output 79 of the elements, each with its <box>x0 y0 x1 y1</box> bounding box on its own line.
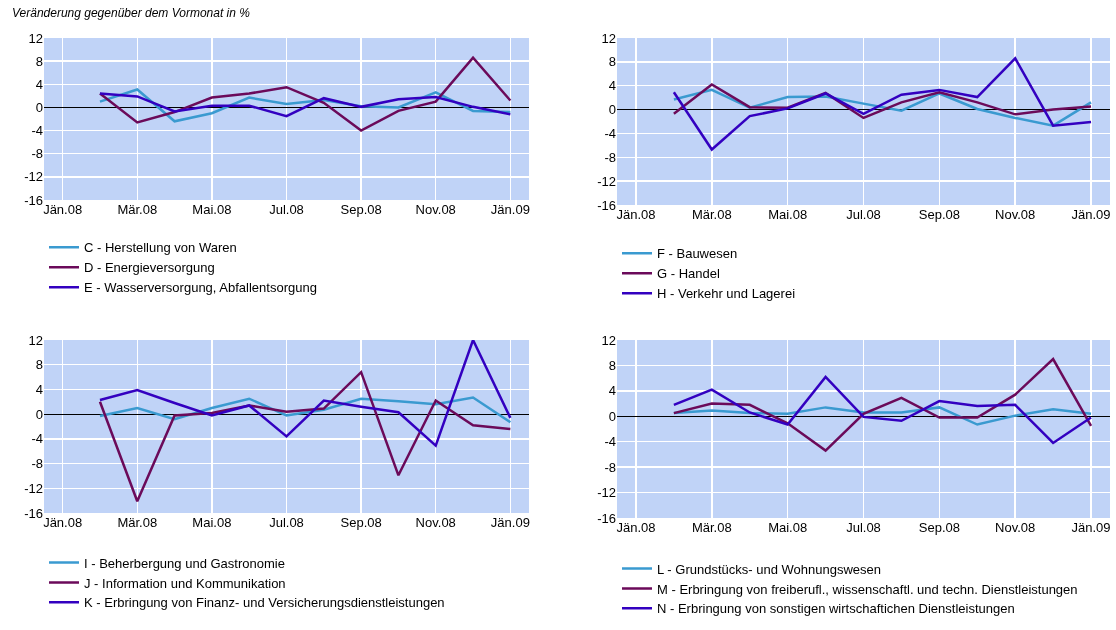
x-tick-label: Jän.09 <box>1071 207 1111 222</box>
y-tick-label: 0 <box>608 408 616 424</box>
line-series <box>672 375 1093 445</box>
legend-label: M - Erbringung von freiberufl., wissenschaftl. und techn. Dienstleistungen <box>657 581 1078 597</box>
x-tick-label: Mai.08 <box>192 202 232 217</box>
y-tick-label: -4 <box>31 431 43 447</box>
legend-label: F - Bauwesen <box>657 246 738 262</box>
x-tick-label: Jul.08 <box>846 207 881 222</box>
y-tick-label: 8 <box>35 357 43 373</box>
x-tick-label: Jul.08 <box>269 515 304 530</box>
x-tick-label: Nov.08 <box>995 207 1036 222</box>
x-tick-label: Jän.08 <box>43 515 83 530</box>
y-tick-label: -4 <box>604 434 616 450</box>
x-tick-label: Jän.08 <box>43 202 83 217</box>
legend-label: K - Erbringung von Finanz- und Versicherungsdienstleistungen <box>84 595 445 611</box>
x-tick-label: Jän.08 <box>616 520 656 535</box>
legend-label: H - Verkehr und Lagerei <box>657 286 796 302</box>
line-series <box>98 370 512 503</box>
line-series <box>98 56 512 132</box>
y-tick-label: 12 <box>601 332 616 348</box>
x-tick-label: Jän.08 <box>616 207 656 222</box>
x-tick-label: Jul.08 <box>269 202 304 217</box>
text: Veränderung gegenüber dem Vormonat in % <box>12 6 251 20</box>
legend-label: G - Handel <box>657 266 720 282</box>
line-series <box>672 57 1093 151</box>
y-tick-label: -4 <box>604 125 616 141</box>
x-tick-label: Jän.09 <box>1071 520 1111 535</box>
y-tick-label: -16 <box>24 192 43 208</box>
legend-label: L - Grundstücks- und Wohnungswesen <box>657 561 882 577</box>
x-tick-label: Mär.08 <box>691 520 732 535</box>
y-tick-label: -16 <box>597 197 616 213</box>
x-tick-label: Mär.08 <box>117 515 158 530</box>
x-tick-label: Mai.08 <box>768 207 808 222</box>
x-tick-label: Sep.08 <box>340 202 382 217</box>
y-tick-label: 4 <box>35 381 43 397</box>
y-tick-label: -16 <box>597 510 616 526</box>
y-tick-label: 4 <box>35 76 43 92</box>
x-tick-label: Mai.08 <box>192 515 232 530</box>
x-tick-label: Nov.08 <box>415 202 456 217</box>
y-tick-label: 8 <box>608 54 616 70</box>
x-tick-label: Sep.08 <box>918 207 960 222</box>
y-tick-label: -8 <box>31 146 43 162</box>
x-tick-label: Mär.08 <box>691 207 732 222</box>
y-tick-label: 12 <box>28 332 43 348</box>
x-tick-label: Jul.08 <box>846 520 881 535</box>
y-tick-label: 0 <box>35 99 43 115</box>
y-tick-label: 8 <box>35 53 43 69</box>
y-tick-label: -8 <box>604 149 616 165</box>
y-tick-label: 0 <box>608 102 616 118</box>
y-tick-label: 0 <box>35 406 43 422</box>
x-tick-label: Sep.08 <box>918 520 960 535</box>
x-tick-label: Mär.08 <box>117 202 158 217</box>
y-tick-label: 8 <box>608 357 616 373</box>
y-tick-label: -12 <box>24 169 43 185</box>
legend-label: E - Wasserversorgung, Abfallentsorgung <box>84 280 317 296</box>
y-tick-label: -8 <box>31 456 43 472</box>
x-tick-label: Nov.08 <box>415 515 456 530</box>
y-tick-label: 12 <box>28 30 43 46</box>
y-tick-label: -12 <box>597 173 616 189</box>
legend-label: D - Energieversorgung <box>84 260 215 276</box>
x-tick-label: Nov.08 <box>995 520 1036 535</box>
x-tick-label: Mai.08 <box>768 520 808 535</box>
x-tick-label: Jän.09 <box>490 202 530 217</box>
legend-label: C - Herstellung von Waren <box>84 240 237 256</box>
legend-label: J - Information und Kommunikation <box>84 575 286 591</box>
y-tick-label: 12 <box>601 30 616 46</box>
y-tick-label: -4 <box>31 123 43 139</box>
x-tick-label: Sep.08 <box>340 515 382 530</box>
line-series <box>672 357 1093 452</box>
y-tick-label: -16 <box>24 505 43 521</box>
y-tick-label: -12 <box>597 485 616 501</box>
x-tick-label: Jän.09 <box>490 515 530 530</box>
y-tick-label: -8 <box>604 459 616 475</box>
y-tick-label: -12 <box>24 480 43 496</box>
line-series <box>98 340 512 447</box>
y-tick-label: 4 <box>608 383 616 399</box>
legend-label: I - Beherbergung und Gastronomie <box>84 555 285 571</box>
legend-label: N - Erbringung von sonstigen wirtschaftichen Dienstleistungen <box>657 601 1015 617</box>
y-tick-label: 4 <box>608 78 616 94</box>
